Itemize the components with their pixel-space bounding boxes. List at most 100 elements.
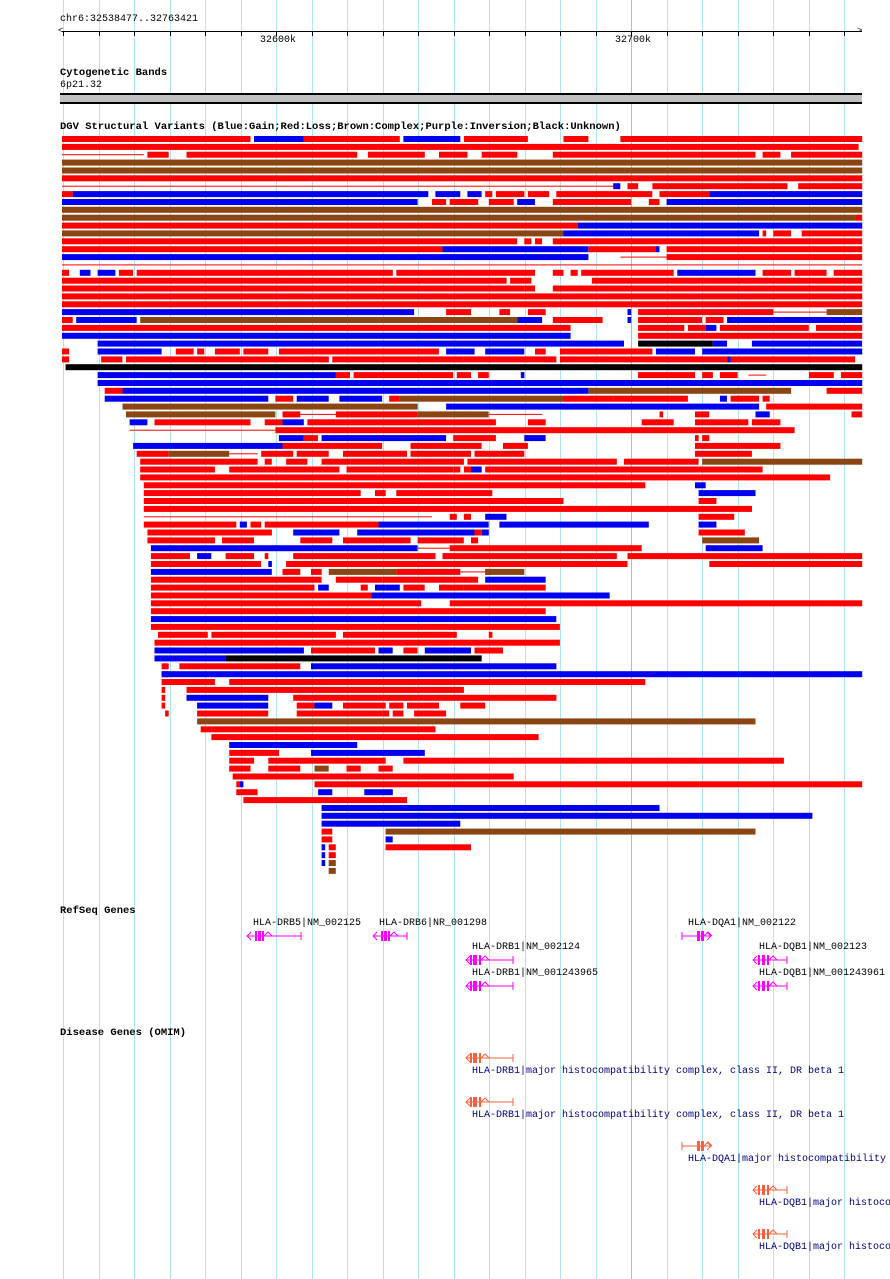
loss-variant[interactable] — [118, 269, 134, 276]
loss-variant[interactable] — [154, 639, 560, 646]
loss-variant[interactable] — [638, 317, 703, 323]
gain-variant[interactable] — [424, 647, 471, 654]
loss-variant[interactable] — [449, 600, 863, 607]
loss-variant[interactable] — [698, 498, 717, 504]
loss-variant[interactable] — [488, 631, 493, 638]
complex-variant[interactable] — [399, 395, 564, 402]
loss-variant[interactable] — [343, 537, 411, 544]
loss-variant[interactable] — [126, 356, 155, 363]
complex-variant[interactable] — [328, 568, 397, 575]
loss-variant[interactable] — [495, 191, 525, 198]
complex-variant[interactable] — [122, 403, 418, 410]
loss-variant[interactable] — [439, 584, 464, 591]
loss-variant[interactable] — [236, 781, 240, 788]
refseq-gene-label[interactable]: HLA-DQA1|NM_002122 — [688, 918, 797, 929]
loss-variant[interactable] — [627, 183, 639, 190]
loss-variant[interactable] — [417, 537, 464, 544]
gain-variant[interactable] — [435, 191, 461, 198]
variant-connector[interactable] — [300, 413, 336, 415]
loss-variant[interactable] — [62, 246, 443, 253]
gain-variant[interactable] — [197, 702, 269, 709]
gain-variant[interactable] — [485, 513, 507, 520]
loss-variant[interactable] — [695, 411, 710, 418]
loss-variant[interactable] — [535, 348, 546, 355]
variant-connector[interactable] — [62, 185, 614, 187]
loss-variant[interactable] — [403, 757, 784, 764]
loss-variant[interactable] — [382, 576, 479, 583]
gain-variant[interactable] — [517, 317, 543, 323]
loss-variant[interactable] — [101, 356, 123, 363]
loss-variant[interactable] — [442, 553, 617, 560]
loss-variant[interactable] — [143, 482, 646, 489]
loss-variant[interactable] — [282, 411, 301, 418]
gain-variant[interactable] — [62, 199, 418, 205]
loss-variant[interactable] — [698, 513, 735, 520]
loss-variant[interactable] — [840, 372, 863, 379]
loss-variant[interactable] — [62, 301, 863, 308]
complex-variant[interactable] — [385, 828, 756, 835]
loss-variant[interactable] — [62, 356, 70, 363]
loss-variant[interactable] — [140, 466, 215, 473]
gain-variant[interactable] — [709, 191, 863, 198]
loss-variant[interactable] — [638, 324, 685, 331]
loss-variant[interactable] — [186, 686, 464, 693]
gain-variant[interactable] — [97, 372, 336, 379]
cytoband-track-title[interactable]: Cytogenetic Bands — [60, 67, 168, 79]
complex-variant[interactable] — [702, 537, 760, 544]
gain-variant[interactable] — [79, 269, 91, 276]
gene-glyph-icon[interactable] — [752, 954, 793, 970]
loss-variant[interactable] — [719, 372, 738, 379]
loss-variant[interactable] — [808, 372, 834, 379]
loss-variant[interactable] — [286, 561, 628, 567]
loss-variant[interactable] — [407, 702, 439, 709]
loss-variant[interactable] — [261, 450, 294, 457]
loss-variant[interactable] — [143, 490, 361, 497]
loss-variant[interactable] — [762, 395, 770, 402]
loss-variant[interactable] — [186, 151, 358, 158]
complex-variant[interactable] — [126, 411, 276, 418]
loss-variant[interactable] — [449, 199, 479, 205]
gain-variant[interactable] — [318, 789, 333, 796]
omim-gene-label[interactable]: HLA-DQB1|major histoco — [759, 1198, 890, 1209]
complex-variant[interactable] — [62, 230, 564, 237]
gain-variant[interactable] — [97, 348, 162, 355]
gain-variant[interactable] — [446, 348, 475, 355]
complex-variant[interactable] — [485, 568, 525, 575]
loss-variant[interactable] — [275, 427, 795, 434]
loss-variant[interactable] — [431, 199, 447, 205]
loss-variant[interactable] — [389, 395, 400, 402]
loss-variant[interactable] — [264, 458, 272, 465]
gain-variant[interactable] — [314, 702, 333, 709]
loss-variant[interactable] — [147, 529, 272, 536]
loss-variant[interactable] — [474, 647, 504, 654]
loss-variant[interactable] — [367, 151, 425, 158]
gain-variant[interactable] — [282, 419, 304, 426]
loss-variant[interactable] — [463, 513, 471, 520]
gene-glyph-icon[interactable] — [246, 930, 307, 946]
omim-gene-label[interactable]: HLA-DQB1|major histoco — [759, 1242, 890, 1253]
gain-variant[interactable] — [296, 395, 329, 402]
loss-variant[interactable] — [527, 309, 546, 316]
gain-variant[interactable] — [321, 812, 813, 819]
gain-variant[interactable] — [97, 340, 625, 347]
gain-variant[interactable] — [471, 466, 482, 473]
gain-variant[interactable] — [133, 442, 283, 449]
loss-variant[interactable] — [328, 844, 336, 851]
gain-variant[interactable] — [197, 553, 212, 560]
loss-variant[interactable] — [449, 545, 642, 552]
gain-variant[interactable] — [517, 199, 535, 205]
gain-variant[interactable] — [666, 199, 863, 205]
loss-variant[interactable] — [346, 765, 361, 772]
loss-variant[interactable] — [62, 191, 73, 198]
dgv-track-title[interactable]: DGV Structural Variants (Blue:Gain;Red:L… — [60, 121, 621, 133]
gene-glyph-icon[interactable] — [372, 930, 413, 946]
omim-gene-label[interactable]: HLA-DQA1|major histocompatibility c — [688, 1154, 890, 1165]
loss-variant[interactable] — [161, 663, 169, 670]
loss-variant[interactable] — [695, 450, 752, 457]
loss-variant[interactable] — [481, 151, 518, 158]
loss-variant[interactable] — [581, 269, 674, 276]
gain-variant[interactable] — [150, 545, 418, 552]
loss-variant[interactable] — [143, 505, 753, 512]
loss-variant[interactable] — [524, 238, 532, 245]
loss-variant[interactable] — [855, 214, 863, 221]
